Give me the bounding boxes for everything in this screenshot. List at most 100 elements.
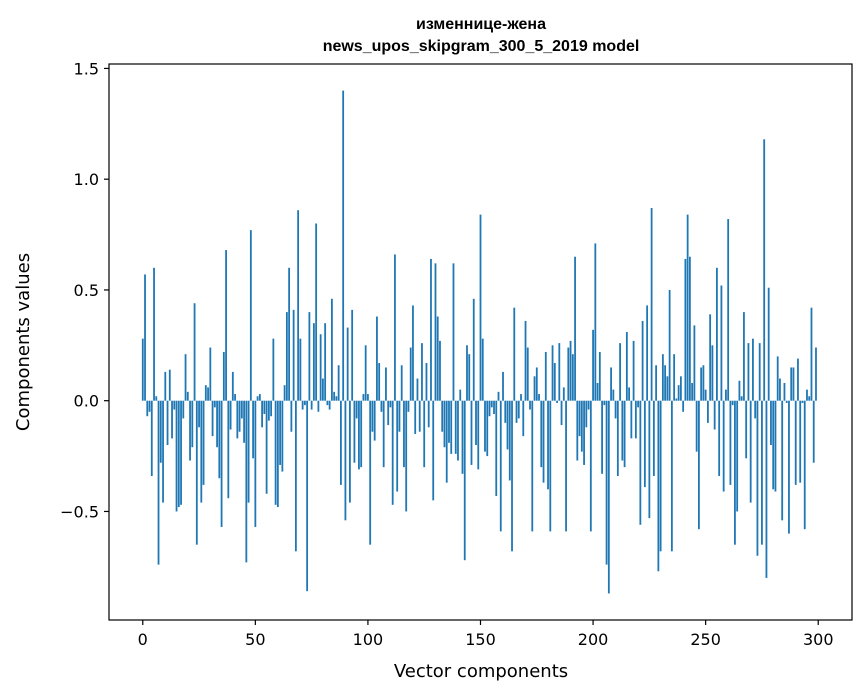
bar-135 — [445, 400, 448, 483]
bar-229 — [657, 400, 660, 572]
bar-106 — [380, 400, 383, 412]
bar-138 — [452, 263, 455, 401]
bar-95 — [355, 400, 358, 419]
bar-177 — [540, 400, 543, 468]
bar-22 — [191, 400, 194, 448]
bar-202 — [596, 382, 599, 401]
bar-194 — [578, 400, 581, 437]
bar-25 — [198, 400, 200, 428]
bar-155 — [490, 400, 493, 408]
bar-100 — [367, 394, 369, 401]
bar-118 — [407, 400, 410, 412]
bar-112 — [394, 254, 396, 401]
bar-197 — [585, 400, 588, 428]
bar-281 — [774, 400, 777, 492]
bar-136 — [448, 400, 450, 443]
bar-134 — [443, 400, 446, 448]
bar-275 — [761, 400, 763, 545]
x-tick-label: 200 — [578, 630, 609, 649]
bar-235 — [670, 400, 673, 552]
bar-186 — [560, 400, 563, 426]
bar-150 — [479, 214, 482, 401]
bar-157 — [495, 400, 498, 496]
bar-162 — [506, 400, 509, 450]
bar-252 — [709, 314, 712, 401]
bar-58 — [272, 338, 275, 401]
bar-156 — [493, 400, 495, 414]
bar-83 — [328, 400, 331, 410]
bar-293 — [801, 400, 804, 403]
bar-255 — [716, 267, 718, 401]
bar-82 — [326, 400, 329, 406]
bar-167 — [517, 400, 520, 419]
bar-86 — [335, 396, 338, 401]
bar-16 — [177, 400, 180, 508]
bar-193 — [576, 400, 579, 461]
bar-299 — [815, 347, 817, 401]
bar-62 — [281, 400, 284, 472]
bar-239 — [679, 376, 682, 401]
x-axis-ticks: 0 50 100 150 200 250 300 — [138, 620, 834, 649]
bar-253 — [711, 345, 714, 401]
bar-203 — [598, 351, 601, 401]
bar-55 — [265, 400, 268, 494]
bar-224 — [646, 305, 649, 401]
bar-230 — [659, 400, 662, 552]
bar-168 — [520, 394, 522, 401]
bar-24 — [195, 400, 198, 545]
bar-147 — [472, 298, 475, 401]
bar-5 — [153, 267, 155, 401]
bar-119 — [409, 347, 412, 401]
bar-218 — [632, 340, 635, 401]
bar-36 — [222, 351, 225, 401]
y-tick-label: 0.0 — [74, 392, 99, 411]
bar-172 — [529, 400, 531, 410]
bar-51 — [256, 396, 259, 401]
bar-225 — [648, 400, 651, 519]
bar-105 — [378, 363, 381, 401]
bar-2 — [146, 400, 149, 417]
y-axis-ticks: −0.5 0.0 0.5 1.0 1.5 — [60, 59, 109, 521]
bar-183 — [553, 363, 556, 401]
bar-54 — [263, 400, 266, 414]
bar-169 — [522, 400, 525, 437]
bar-164 — [511, 400, 513, 552]
bar-85 — [333, 391, 336, 401]
bar-145 — [468, 354, 471, 401]
bar-6 — [155, 396, 158, 401]
bar-290 — [794, 400, 797, 485]
bar-89 — [342, 90, 345, 401]
bar-90 — [344, 400, 347, 521]
bar-137 — [450, 400, 453, 454]
bar-245 — [693, 325, 696, 401]
bar-125 — [423, 400, 426, 468]
bar-84 — [331, 298, 333, 401]
bar-234 — [668, 289, 671, 401]
bar-179 — [544, 351, 547, 401]
bar-216 — [628, 387, 630, 401]
bar-61 — [279, 400, 282, 465]
bar-263 — [734, 400, 736, 545]
bar-291 — [797, 358, 799, 401]
bar-269 — [747, 343, 750, 401]
bar-212 — [619, 343, 621, 401]
bar-176 — [538, 394, 540, 401]
bar-292 — [799, 400, 802, 483]
bar-191 — [571, 354, 574, 401]
bar-271 — [752, 338, 754, 401]
bar-110 — [389, 400, 392, 408]
bar-272 — [754, 400, 757, 419]
bar-174 — [533, 376, 536, 401]
bar-175 — [535, 367, 538, 401]
y-tick-label: 1.0 — [74, 170, 99, 189]
bar-244 — [691, 382, 694, 401]
bar-19 — [184, 354, 187, 401]
bar-209 — [612, 389, 615, 401]
bar-182 — [551, 345, 554, 401]
bar-42 — [236, 400, 239, 439]
bar-97 — [360, 400, 363, 468]
bar-237 — [675, 398, 678, 401]
bar-220 — [637, 400, 640, 408]
bar-289 — [792, 367, 795, 401]
bar-219 — [634, 400, 637, 439]
